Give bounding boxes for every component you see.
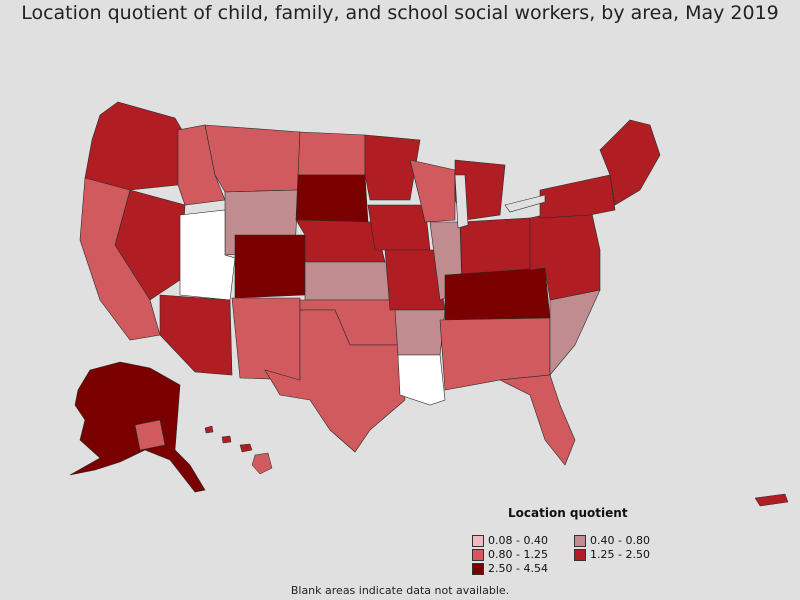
lake-michigan xyxy=(454,174,469,229)
region-kentucky-tennessee[interactable] xyxy=(444,267,551,321)
legend-item-0: 0.08 - 0.40 xyxy=(472,534,548,547)
region-new-york[interactable] xyxy=(539,174,616,219)
legend-item-3: 1.25 - 2.50 xyxy=(574,548,650,561)
hawaii-big-island[interactable] xyxy=(251,452,273,475)
legend-item-2: 0.80 - 1.25 xyxy=(472,548,548,561)
region-florida[interactable] xyxy=(498,374,576,466)
region-alaska-south[interactable] xyxy=(134,419,166,451)
legend-label-4: 2.50 - 4.54 xyxy=(488,562,548,575)
great-lakes xyxy=(454,174,546,229)
legend-label-3: 1.25 - 2.50 xyxy=(590,548,650,561)
hawaii-kauai[interactable] xyxy=(204,425,214,434)
hawaii-oahu[interactable] xyxy=(221,435,232,444)
legend-label-1: 0.40 - 0.80 xyxy=(590,534,650,547)
map-title: Location quotient of child, family, and … xyxy=(21,2,779,24)
region-colorado[interactable] xyxy=(234,234,306,299)
legend-swatch-3 xyxy=(574,548,586,561)
region-louisiana-mississippi[interactable] xyxy=(397,354,446,406)
region-south-dakota[interactable] xyxy=(295,174,369,223)
region-iowa[interactable] xyxy=(367,204,431,251)
footnote: Blank areas indicate data not available. xyxy=(290,584,510,597)
region-new-mexico[interactable] xyxy=(231,297,301,381)
legend-swatch-0 xyxy=(472,534,484,547)
region-arkansas[interactable] xyxy=(394,309,446,356)
region-southeast-coast[interactable] xyxy=(549,289,601,376)
legend-swatch-4 xyxy=(472,562,484,575)
lake-erie xyxy=(504,194,546,213)
contiguous-us xyxy=(79,101,661,466)
region-puerto-rico[interactable] xyxy=(754,493,789,507)
legend-label-0: 0.08 - 0.40 xyxy=(488,534,548,547)
region-texas[interactable] xyxy=(264,309,406,453)
region-arizona[interactable] xyxy=(159,294,233,376)
legend-item-4: 2.50 - 4.54 xyxy=(472,562,548,575)
region-new-england[interactable] xyxy=(599,119,661,206)
legend-item-1: 0.40 - 0.80 xyxy=(574,534,650,547)
region-montana[interactable] xyxy=(204,124,301,193)
region-wisconsin[interactable] xyxy=(409,159,456,223)
region-north-dakota[interactable] xyxy=(297,131,366,176)
region-indiana-ohio[interactable] xyxy=(459,217,531,276)
legend-swatch-1 xyxy=(574,534,586,547)
region-pacific-northwest[interactable] xyxy=(84,101,183,193)
legend-label-2: 0.80 - 1.25 xyxy=(488,548,548,561)
hawaii-maui[interactable] xyxy=(239,443,253,453)
region-michigan[interactable] xyxy=(454,159,506,221)
region-hawaii xyxy=(204,425,273,475)
region-minnesota[interactable] xyxy=(364,134,421,201)
region-kansas[interactable] xyxy=(304,261,391,301)
legend-title: Location quotient xyxy=(508,506,628,520)
legend-swatch-2 xyxy=(472,548,484,561)
